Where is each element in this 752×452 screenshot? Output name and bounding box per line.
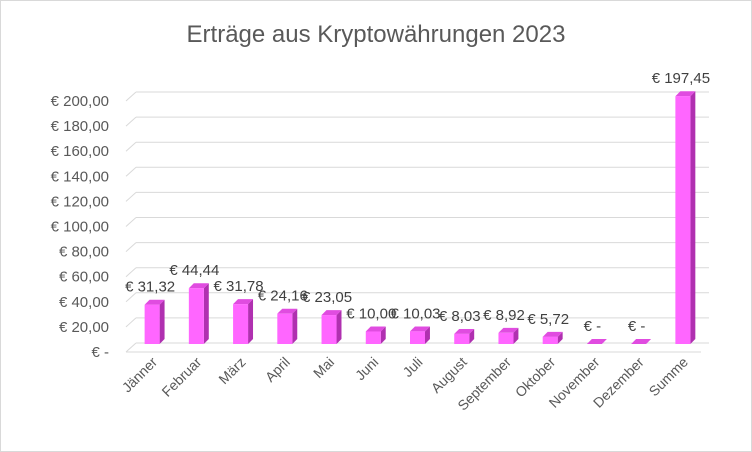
gridline-depth [125,192,137,202]
data-label: € - [628,318,646,335]
data-label: € 10,00 [346,305,396,322]
bar-top [321,310,342,316]
gridline-depth [125,267,137,278]
gridline-depth [125,166,137,177]
data-label: € 8,92 [483,307,525,324]
x-tick-label: März [215,354,248,387]
bar-top [188,283,209,289]
x-tick-label: Februar [158,354,204,400]
y-tick-label: € 120,00 [51,193,109,210]
data-label: € 44,44 [169,262,219,279]
bar [542,336,558,344]
y-tick-label: € 40,00 [59,294,109,311]
bar [498,332,514,344]
bar [410,331,425,344]
data-label: € 31,32 [125,279,175,296]
bar-side [690,91,696,345]
y-tick-label: € 20,00 [59,319,109,336]
bar-top [144,299,165,305]
bar-top [454,328,475,334]
gridline-depth [125,317,137,328]
bar-top [586,339,607,344]
bar-top [277,308,298,314]
x-tick-label: Jänner [119,354,161,396]
y-tick-label: € - [91,344,109,361]
bar-side [248,299,254,344]
bar-top [631,339,652,344]
bar-top [233,299,254,305]
bar-side [336,310,342,344]
y-tick-label: € 200,00 [51,93,109,110]
bar-top [410,326,430,332]
x-tick-label: Summe [646,354,692,400]
bar-side [513,327,519,344]
bar-side [425,326,430,344]
bar-side [469,328,475,344]
gridline-depth [125,217,137,227]
gridline-depth [125,116,137,127]
bar-side [203,283,209,344]
bar-top [675,91,696,97]
bar [321,315,337,344]
bar [233,304,249,344]
gridline-depth [125,141,137,152]
gridline-depth [125,342,137,353]
x-tick-label: Juli [399,354,425,380]
data-label: € 5,72 [527,311,569,328]
bar-side [159,299,165,344]
bar [277,313,293,344]
gridline-depth [125,292,137,303]
gridline-depth [125,91,137,102]
data-label: € 23,05 [302,289,352,306]
y-tick-label: € 160,00 [51,143,109,160]
bar-top [365,326,386,332]
y-tick-label: € 80,00 [59,244,109,261]
data-label: € 10,03 [390,305,440,322]
bar-top [542,331,563,337]
y-tick-label: € 100,00 [51,219,109,236]
bar-side [557,331,563,344]
bar [144,304,160,344]
y-tick-label: € 140,00 [51,168,109,185]
x-tick-label: Juni [352,354,381,383]
gridline-depth [125,242,137,252]
bar-side [292,308,298,344]
data-label: € 31,78 [214,278,264,295]
bar-top [498,327,519,333]
bar [188,288,204,344]
data-label: € 8,03 [439,308,481,325]
bar [454,333,470,344]
x-tick-label: April [262,354,293,385]
data-label: € 24,16 [258,288,308,305]
data-label: € 197,45 [652,70,710,87]
chart-title: Erträge aus Kryptowährungen 2023 [186,21,566,48]
y-tick-label: € 60,00 [59,269,109,286]
bar [365,331,381,344]
x-tick-label: Mai [310,354,337,381]
data-label: € - [584,318,602,335]
bar [675,96,691,344]
x-tick-label: August [428,354,470,396]
y-tick-label: € 180,00 [51,118,109,135]
bar-side [380,326,386,344]
